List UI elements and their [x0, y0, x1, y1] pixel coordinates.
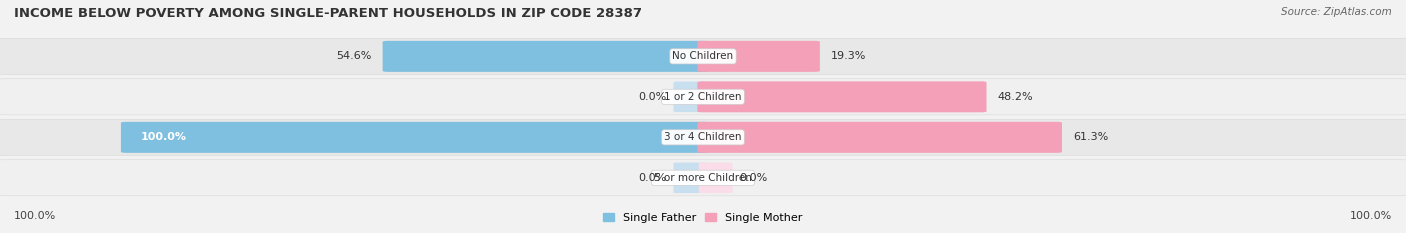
FancyBboxPatch shape [382, 41, 709, 72]
FancyBboxPatch shape [0, 119, 1406, 155]
Text: 100.0%: 100.0% [141, 132, 187, 142]
Text: 48.2%: 48.2% [998, 92, 1033, 102]
Text: 19.3%: 19.3% [831, 51, 866, 61]
Text: 5 or more Children: 5 or more Children [654, 173, 752, 183]
Text: 0.0%: 0.0% [638, 92, 666, 102]
FancyBboxPatch shape [673, 163, 707, 193]
Text: 61.3%: 61.3% [1073, 132, 1108, 142]
Text: 3 or 4 Children: 3 or 4 Children [664, 132, 742, 142]
FancyBboxPatch shape [697, 122, 1062, 153]
FancyBboxPatch shape [121, 122, 709, 153]
FancyBboxPatch shape [0, 160, 1406, 196]
Text: INCOME BELOW POVERTY AMONG SINGLE-PARENT HOUSEHOLDS IN ZIP CODE 28387: INCOME BELOW POVERTY AMONG SINGLE-PARENT… [14, 7, 643, 20]
Text: Source: ZipAtlas.com: Source: ZipAtlas.com [1281, 7, 1392, 17]
FancyBboxPatch shape [673, 82, 707, 112]
Text: 54.6%: 54.6% [336, 51, 371, 61]
Legend: Single Father, Single Mother: Single Father, Single Mother [599, 209, 807, 227]
Text: 100.0%: 100.0% [14, 211, 56, 221]
Text: 1 or 2 Children: 1 or 2 Children [664, 92, 742, 102]
FancyBboxPatch shape [0, 79, 1406, 115]
FancyBboxPatch shape [699, 163, 733, 193]
Text: No Children: No Children [672, 51, 734, 61]
FancyBboxPatch shape [0, 38, 1406, 74]
FancyBboxPatch shape [697, 41, 820, 72]
Text: 100.0%: 100.0% [1350, 211, 1392, 221]
Text: 0.0%: 0.0% [638, 173, 666, 183]
FancyBboxPatch shape [697, 81, 987, 112]
Text: 0.0%: 0.0% [740, 173, 768, 183]
